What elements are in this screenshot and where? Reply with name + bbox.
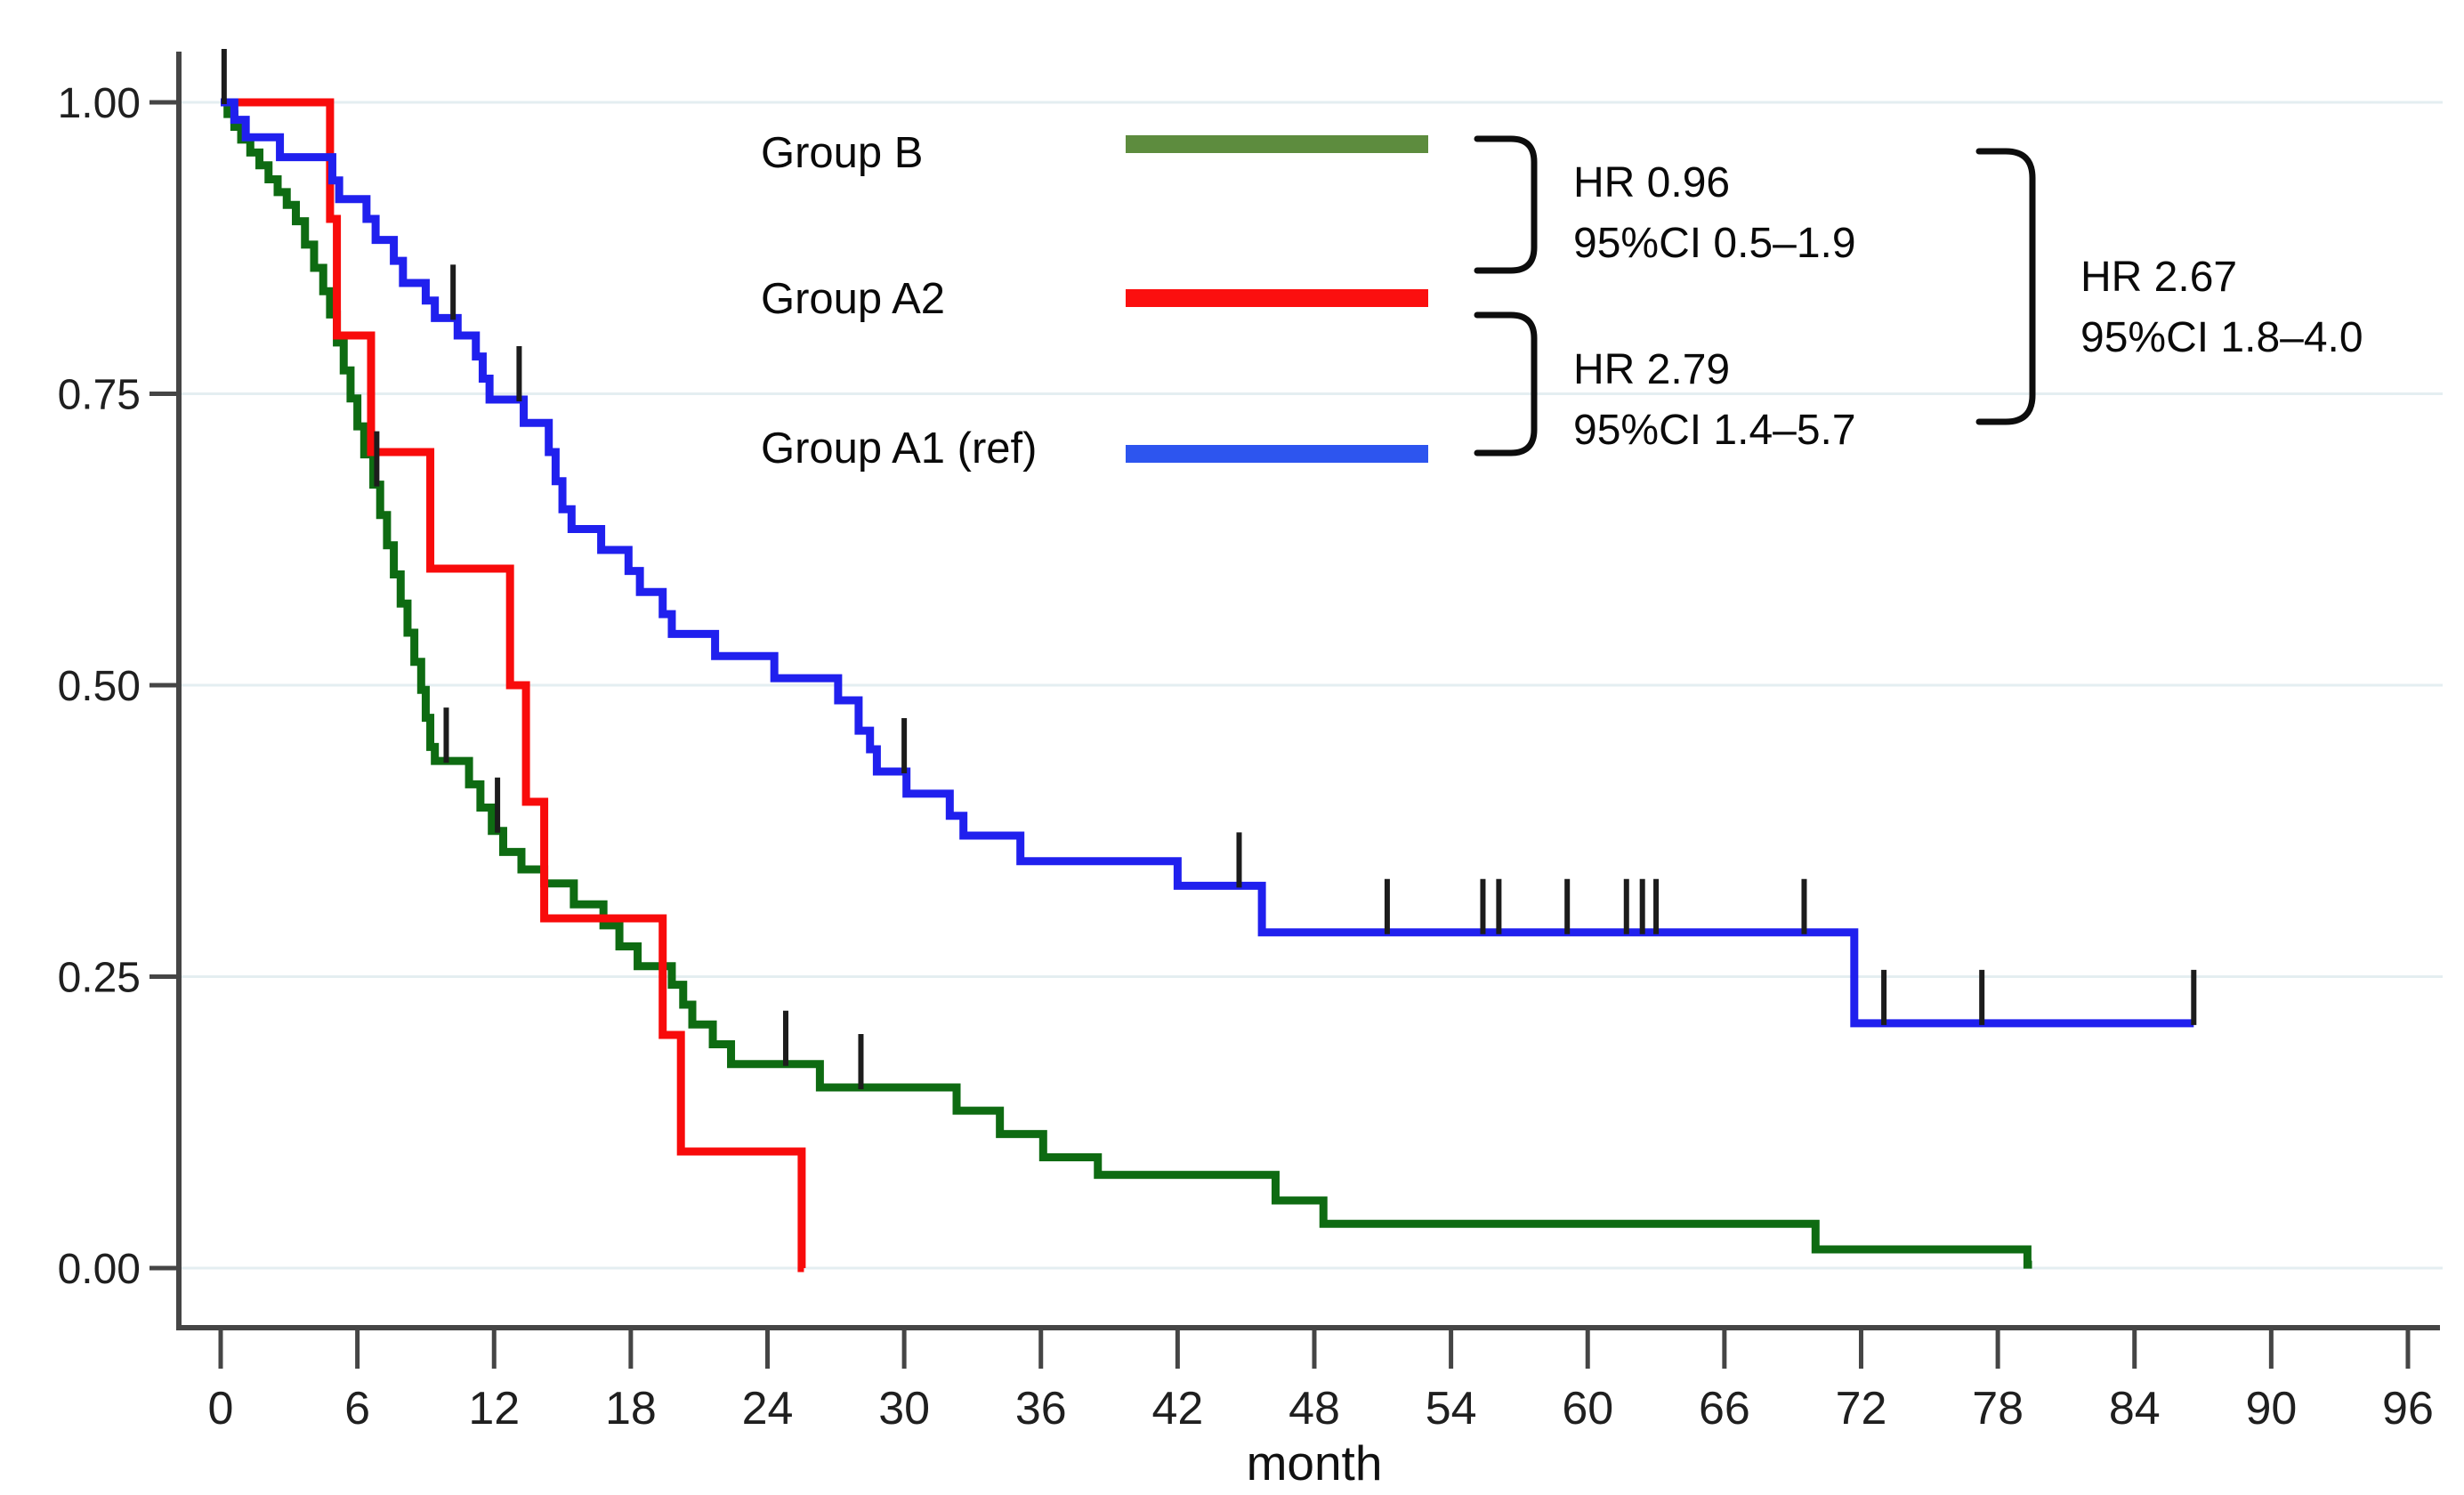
legend-label-group-a2: Group A2	[761, 275, 946, 323]
hr-ci: 95%CI 0.5–1.9	[1573, 220, 1856, 267]
x-tick-label: 72	[1836, 1383, 1887, 1434]
bracket-groupA2-vs-A1	[1474, 311, 1538, 457]
x-tick-label: 48	[1289, 1383, 1340, 1434]
axes: 1.00 0.75 0.50 0.25 0.00 0 6 12 18 24 30 36 42 48 54 60…	[58, 52, 2440, 1434]
x-tick-label: 18	[605, 1383, 657, 1434]
x-tick-label: 24	[742, 1383, 794, 1434]
legend-swatch-group-b	[1126, 135, 1428, 153]
hr-ci: 95%CI 1.4–5.7	[1573, 407, 1856, 454]
comparison-brackets	[1474, 135, 2036, 457]
x-tick-label: 12	[468, 1383, 520, 1434]
x-tick-label: 84	[2109, 1383, 2161, 1434]
km-curve-group-a1-ref-	[221, 98, 2194, 1028]
legend-swatch-group-a2	[1126, 289, 1428, 307]
x-tick-label: 42	[1151, 1383, 1203, 1434]
hr-annotation-b-vs-a1: HR 0.96 95%CI 0.5–1.9	[1573, 153, 1856, 274]
y-tick-label: 0.00	[58, 1246, 141, 1293]
x-tick-label: 36	[1015, 1383, 1067, 1434]
x-tick-label: 30	[878, 1383, 930, 1434]
bracket-combined	[1975, 148, 2036, 425]
km-curve-group-b	[221, 98, 2032, 1269]
x-tick-label: 90	[2245, 1383, 2297, 1434]
legend-label-group-a1: Group A1 (ref)	[761, 424, 1038, 473]
legend-label-group-b: Group B	[761, 129, 924, 177]
x-tick-label: 96	[2382, 1383, 2434, 1434]
y-tick-label: 1.00	[58, 80, 141, 127]
censor-ticks	[221, 49, 2197, 1089]
x-tick-label: 60	[1562, 1383, 1613, 1434]
km-curve-group-a2	[221, 98, 806, 1273]
x-axis-title: month	[1246, 1435, 1383, 1491]
legend-swatch-group-a1	[1126, 445, 1428, 463]
hr-annotation-combined: HR 2.67 95%CI 1.8–4.0	[2080, 247, 2363, 368]
x-tick-label: 78	[1972, 1383, 2024, 1434]
hr-value: HR 2.79	[1573, 346, 1731, 393]
hr-value: HR 2.67	[2080, 254, 2238, 301]
x-tick-label: 6	[344, 1383, 370, 1434]
x-tick-label: 66	[1699, 1383, 1750, 1434]
x-tick-label: 0	[208, 1383, 234, 1434]
hr-annotation-a2-vs-a1: HR 2.79 95%CI 1.4–5.7	[1573, 340, 1856, 461]
bracket-groupB-vs-A1	[1474, 135, 1538, 274]
y-tick-label: 0.50	[58, 663, 141, 710]
y-tick-label: 0.25	[58, 955, 141, 1002]
hr-value: HR 0.96	[1573, 159, 1731, 206]
hr-ci: 95%CI 1.8–4.0	[2080, 314, 2363, 361]
gridlines	[182, 101, 2443, 1270]
survival-curves	[221, 98, 2194, 1273]
y-tick-label: 0.75	[58, 372, 141, 419]
x-tick-label: 54	[1426, 1383, 1477, 1434]
